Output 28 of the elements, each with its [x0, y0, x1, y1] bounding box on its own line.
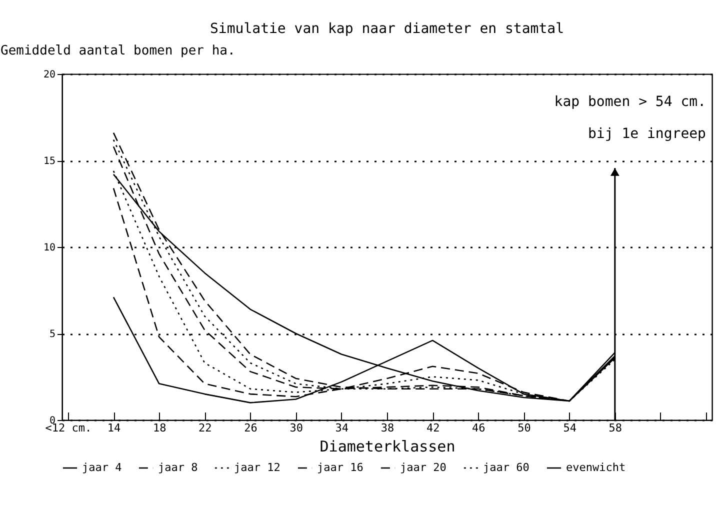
x-tick-label: 38 [380, 422, 394, 434]
x-tick-label: 18 [152, 422, 166, 434]
y-tick-label: 20 [43, 70, 56, 80]
x-tick-label: 14 [107, 422, 122, 434]
x-tick-label: 22 [198, 422, 212, 434]
legend-label: jaar 4 [82, 461, 122, 474]
x-axis-title: Diameterklassen [320, 438, 456, 456]
x-tick-label: 58 [608, 422, 622, 434]
legend-label: evenwicht [566, 461, 626, 474]
annotation: bij 1e ingreep [588, 126, 706, 142]
x-tick-label: 34 [335, 422, 349, 434]
y-tick-label: 10 [43, 242, 56, 254]
legend-label: jaar 8 [158, 461, 198, 474]
legend-label: jaar 20 [400, 461, 446, 474]
y-tick-label: 5 [49, 329, 56, 340]
y-tick-label: 15 [43, 156, 56, 167]
chart-title: Simulatie van kap naar diameter en stamtal [210, 21, 564, 37]
legend-label: jaar 16 [317, 461, 364, 474]
x-tick-label: 42 [426, 422, 440, 434]
legend-label: jaar 60 [483, 461, 530, 474]
x-tick-label: 54 [563, 422, 577, 434]
legend-label: jaar 12 [234, 461, 280, 474]
x-tick-label: 46 [472, 422, 486, 434]
x-tick-label: 26 [244, 422, 258, 434]
annotation: kap bomen > 54 cm. [554, 94, 706, 110]
y-axis-title: Gemiddeld aantal bomen per ha. [0, 44, 236, 58]
x-tick-label: 30 [290, 422, 303, 434]
x-tick-label: 50 [518, 422, 531, 434]
